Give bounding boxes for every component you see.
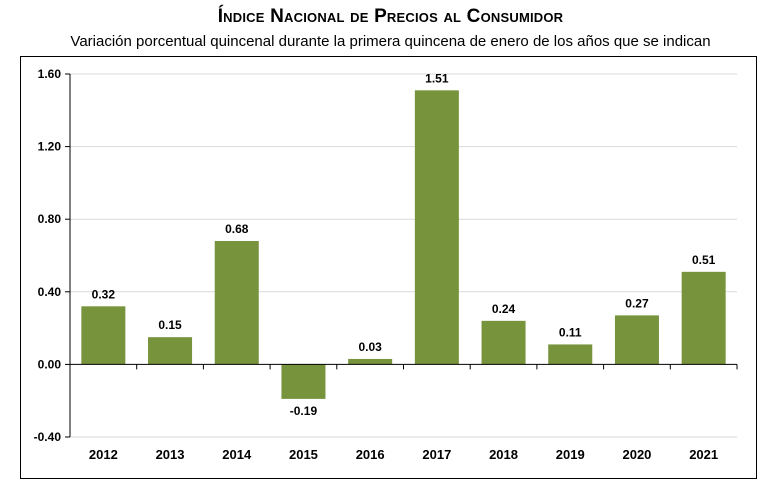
data-label-2015: -0.19 <box>290 404 318 418</box>
x-tick-label-2021: 2021 <box>689 447 718 462</box>
x-tick-label-2019: 2019 <box>556 447 585 462</box>
bar-2017 <box>414 90 459 365</box>
y-tick-label: 1.20 <box>38 140 62 154</box>
x-tick-label-2016: 2016 <box>356 447 385 462</box>
bar-2018 <box>481 320 526 365</box>
labels: -0.40 0.00 0.40 0.80 1.20 1.60 0.32 2012 0.15 201… <box>34 67 718 462</box>
chart-frame <box>20 56 757 479</box>
data-label-2018: 0.24 <box>492 302 516 316</box>
x-tick-label-2012: 2012 <box>89 447 118 462</box>
data-label-2016: 0.03 <box>358 340 382 354</box>
bar-2015 <box>281 364 326 399</box>
bar-2013 <box>148 337 193 365</box>
x-tick-label-2014: 2014 <box>222 447 252 462</box>
chart-title: Índice Nacional de Precios al Consumidor <box>217 6 564 27</box>
y-tick-label: -0.40 <box>34 430 62 444</box>
data-label-2019: 0.11 <box>559 325 582 339</box>
x-tick-label-2013: 2013 <box>156 447 185 462</box>
bar-2012 <box>81 306 126 365</box>
bar-2016 <box>348 358 393 365</box>
data-label-2021: 0.51 <box>692 253 716 267</box>
bar-2014 <box>214 240 259 365</box>
bars <box>81 90 726 399</box>
y-tick-label: 0.00 <box>38 357 62 371</box>
y-tick-label: 0.80 <box>38 212 62 226</box>
bar-2021 <box>681 271 726 365</box>
data-label-2014: 0.68 <box>225 222 249 236</box>
x-tick-label-2017: 2017 <box>422 447 451 462</box>
y-tick-label: 0.40 <box>38 285 62 299</box>
x-tick-label-2018: 2018 <box>489 447 518 462</box>
bar-2019 <box>548 344 593 365</box>
data-label-2013: 0.15 <box>158 318 182 332</box>
y-tick-label: 1.60 <box>38 67 62 81</box>
gridlines <box>70 73 737 438</box>
data-label-2012: 0.32 <box>92 287 116 301</box>
data-label-2017: 1.51 <box>425 71 449 85</box>
x-tick-label-2015: 2015 <box>289 447 318 462</box>
chart-subtitle: Variación porcentual quincenal durante l… <box>70 33 711 50</box>
data-label-2020: 0.27 <box>625 296 649 310</box>
x-tick-label-2020: 2020 <box>622 447 651 462</box>
bar-2020 <box>614 315 659 365</box>
axes <box>65 73 738 438</box>
